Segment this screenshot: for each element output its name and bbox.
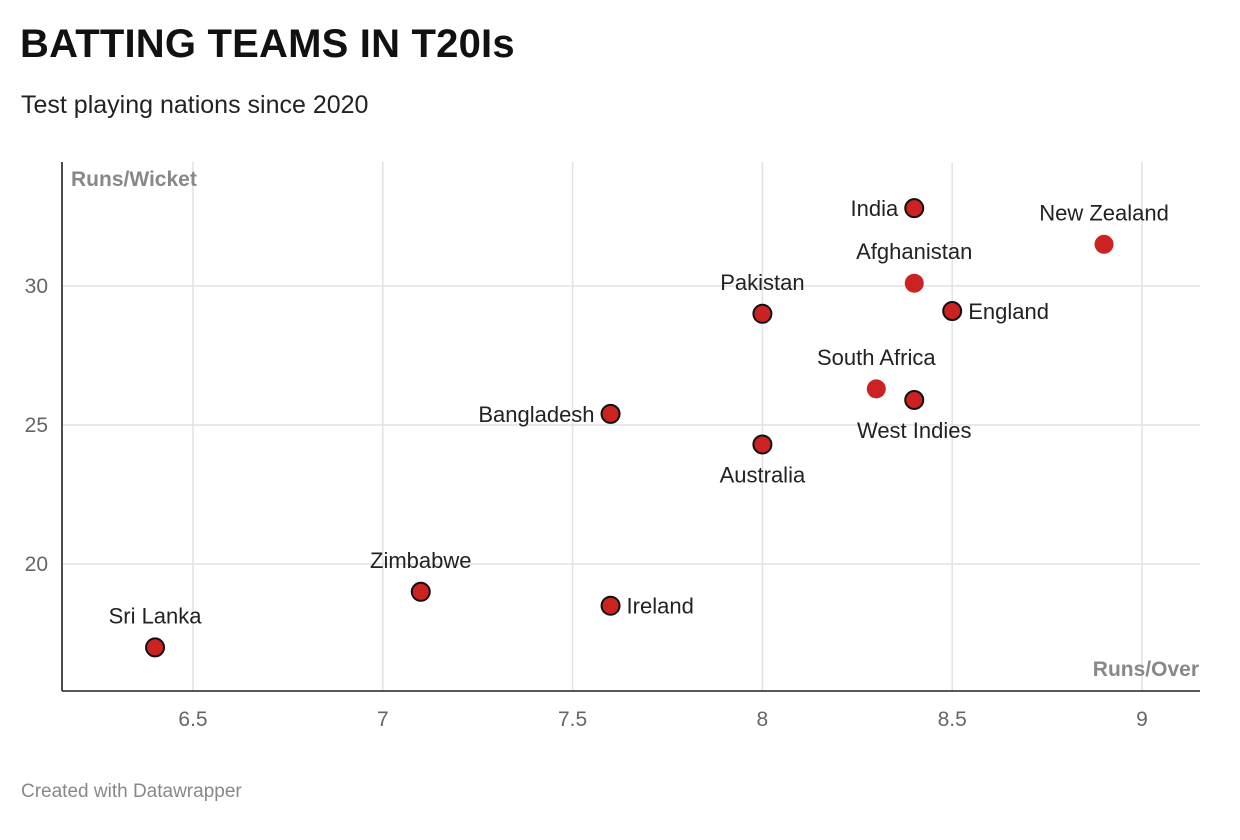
data-point-label: Ireland (627, 594, 694, 619)
x-tick-label: 6.5 (178, 708, 207, 731)
data-point-label: Pakistan (720, 270, 804, 295)
data-point[interactable] (752, 434, 773, 455)
data-point[interactable] (600, 595, 621, 616)
y-axis-title: Runs/Wicket (71, 168, 197, 191)
point-layer (145, 198, 1114, 658)
y-tick-label: 30 (25, 275, 48, 298)
scatter-chart: Runs/Wicket Runs/Over 6.5 7 7.5 8 8.5 9 20 25 30… (25, 162, 1200, 731)
data-point-label: Zimbabwe (370, 548, 471, 573)
data-point[interactable] (904, 273, 924, 293)
data-point-label: Afghanistan (856, 239, 972, 264)
data-point[interactable] (145, 637, 166, 658)
data-point-label: England (968, 299, 1049, 324)
data-point-label: Sri Lanka (109, 603, 203, 628)
x-axis-title: Runs/Over (1093, 658, 1199, 681)
data-point[interactable] (866, 379, 886, 399)
label-layer: India New Zealand Afghanistan England Pakist… (109, 196, 1169, 628)
data-point[interactable] (600, 403, 621, 424)
data-point-label: Australia (720, 462, 806, 487)
grid-layer (62, 162, 1200, 691)
data-point[interactable] (942, 301, 963, 322)
footer-credit: Created with Datawrapper (21, 781, 242, 802)
data-point-label: South Africa (817, 345, 936, 370)
data-point[interactable] (752, 303, 773, 324)
x-tick-label: 8 (757, 708, 769, 731)
data-point[interactable] (1094, 234, 1114, 254)
tick-layer: 6.5 7 7.5 8 8.5 9 20 25 30 (25, 275, 1148, 731)
data-point-label: New Zealand (1039, 200, 1169, 225)
chart-subtitle: Test playing nations since 2020 (21, 91, 369, 119)
data-point[interactable] (410, 581, 431, 602)
y-tick-label: 20 (25, 553, 48, 576)
x-tick-label: 7 (377, 708, 389, 731)
data-point-label: Bangladesh (478, 402, 594, 427)
x-tick-label: 9 (1136, 708, 1148, 731)
x-tick-label: 8.5 (938, 708, 967, 731)
chart-title: BATTING TEAMS IN T20Is (20, 22, 515, 66)
x-tick-label: 7.5 (558, 708, 587, 731)
axis-layer: Runs/Wicket Runs/Over (61, 162, 1200, 692)
data-point-label: West Indies (857, 418, 972, 443)
y-tick-label: 25 (25, 414, 48, 437)
data-point-label: India (851, 196, 899, 221)
data-point[interactable] (904, 389, 925, 410)
data-point[interactable] (904, 198, 925, 219)
